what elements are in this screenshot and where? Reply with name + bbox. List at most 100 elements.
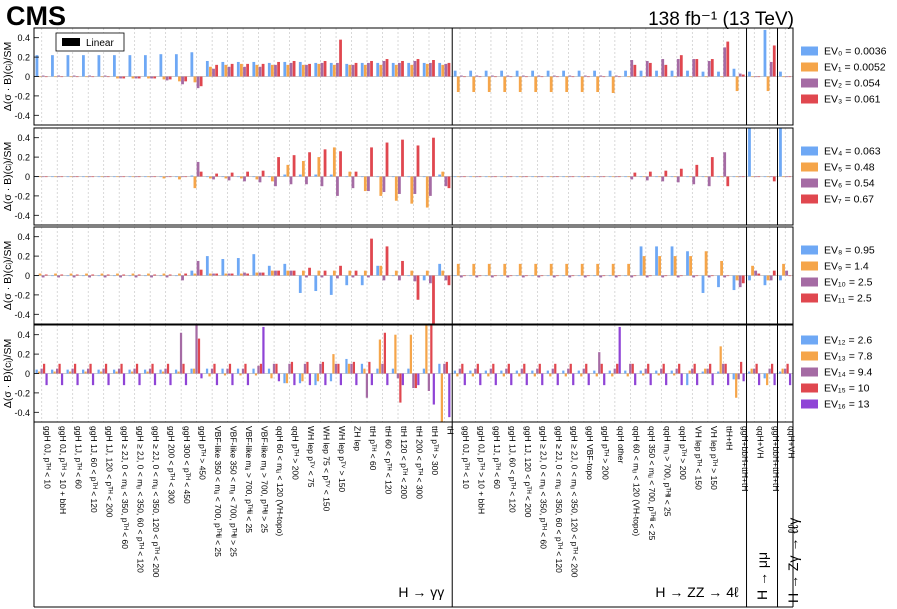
bar <box>445 361 448 374</box>
bar <box>376 176 380 178</box>
bar <box>696 373 699 386</box>
channel-labels-group: H → γγ H → ZZ → 4ℓ H → μμ H → Zγ → ℓℓγ <box>33 422 801 608</box>
bar <box>580 263 584 276</box>
bar <box>337 363 340 374</box>
bar <box>642 256 646 276</box>
legend-label: EV₁₂ = 2.6 <box>824 335 872 347</box>
bar <box>506 176 510 178</box>
bar <box>583 176 587 178</box>
bar <box>226 368 229 374</box>
bar <box>695 59 699 77</box>
bar <box>494 176 497 178</box>
bar <box>236 258 240 276</box>
bar <box>161 371 165 374</box>
bar <box>107 373 110 386</box>
bar <box>314 62 318 77</box>
bar <box>624 370 627 374</box>
bar <box>210 368 214 374</box>
bar <box>658 76 662 78</box>
bar <box>655 370 658 374</box>
bar <box>540 176 544 178</box>
bar <box>174 54 178 77</box>
bar <box>644 368 647 374</box>
y-tick-label: 0.2 <box>17 53 30 63</box>
bar <box>221 176 225 178</box>
bar <box>463 76 466 78</box>
bar <box>407 275 411 277</box>
bar <box>711 373 714 386</box>
bar <box>673 76 677 78</box>
category-label: ggH 0J, pᵀᴴ < 10 <box>43 426 53 489</box>
bar <box>399 373 402 403</box>
bar <box>686 251 689 276</box>
bar <box>394 270 398 276</box>
bar <box>60 373 64 386</box>
bar <box>754 176 758 178</box>
category-labels-group: ggH 0J, pᵀᴴ < 10 ggH 0J, pᵀᴴ > 10 + bbH gg… <box>43 426 797 578</box>
bar <box>717 71 720 77</box>
bar <box>120 363 123 374</box>
category-label: ggH ≥ 2J, 0 < mⱼⱼ < 350, 60 < pᵀᴴ < 120 <box>554 426 564 573</box>
bar <box>723 275 727 278</box>
bar <box>484 176 488 178</box>
bar <box>763 373 766 379</box>
bar <box>720 176 723 178</box>
bar <box>305 275 308 278</box>
bar <box>748 275 751 281</box>
bar <box>365 373 369 398</box>
bar <box>472 176 476 178</box>
category-label: WH lep pᵀⱽ > 150 <box>337 426 347 492</box>
bar <box>283 174 287 177</box>
bar <box>66 369 69 374</box>
bar <box>51 55 54 77</box>
bar <box>113 275 116 277</box>
bar <box>246 373 250 386</box>
bar <box>162 76 166 80</box>
bar <box>283 373 286 384</box>
bar <box>738 73 742 77</box>
bar <box>469 70 473 77</box>
bar <box>487 263 491 276</box>
bar <box>86 368 90 374</box>
bar <box>143 176 147 178</box>
bar <box>676 176 680 183</box>
legend-label: EV₁₆ = 13 <box>824 399 870 411</box>
y-tick-label: 0.4 <box>17 133 30 143</box>
channel-label: H → ZZ → 4ℓ <box>655 584 739 600</box>
bar <box>443 363 446 374</box>
category-label: qqH+VH <box>755 426 765 458</box>
bar <box>45 373 48 386</box>
bar <box>732 176 736 178</box>
bar <box>329 62 333 77</box>
bar <box>554 363 557 374</box>
bar <box>85 273 88 276</box>
bar <box>507 363 510 374</box>
bar <box>182 363 185 374</box>
bar <box>230 63 234 77</box>
category-label: VBF-like mⱼⱼ > 700, pᵀᴴʲʲ < 25 <box>244 426 254 533</box>
bar <box>119 176 122 178</box>
bar <box>784 368 787 374</box>
bar <box>401 373 404 386</box>
bar <box>306 361 309 374</box>
bar <box>100 176 104 178</box>
legend-label: EV₇ = 0.67 <box>824 194 874 206</box>
bar <box>438 263 442 276</box>
y-tick-label: -0.4 <box>14 310 30 320</box>
y-axis-label: Δ(σ · B)(cᵢ)/SM <box>2 142 14 211</box>
bar <box>38 371 41 374</box>
bar <box>195 325 198 374</box>
bar <box>208 373 211 377</box>
bar <box>521 275 525 278</box>
bar <box>633 64 637 77</box>
bar <box>133 368 136 374</box>
bar <box>509 76 513 78</box>
bar <box>91 76 95 78</box>
bar <box>360 176 364 178</box>
bar <box>150 176 153 178</box>
bar <box>456 76 460 93</box>
bar <box>600 363 603 374</box>
category-label: ggH 200 < pᵀᴴ < 300 <box>167 426 177 504</box>
bar <box>351 176 355 189</box>
